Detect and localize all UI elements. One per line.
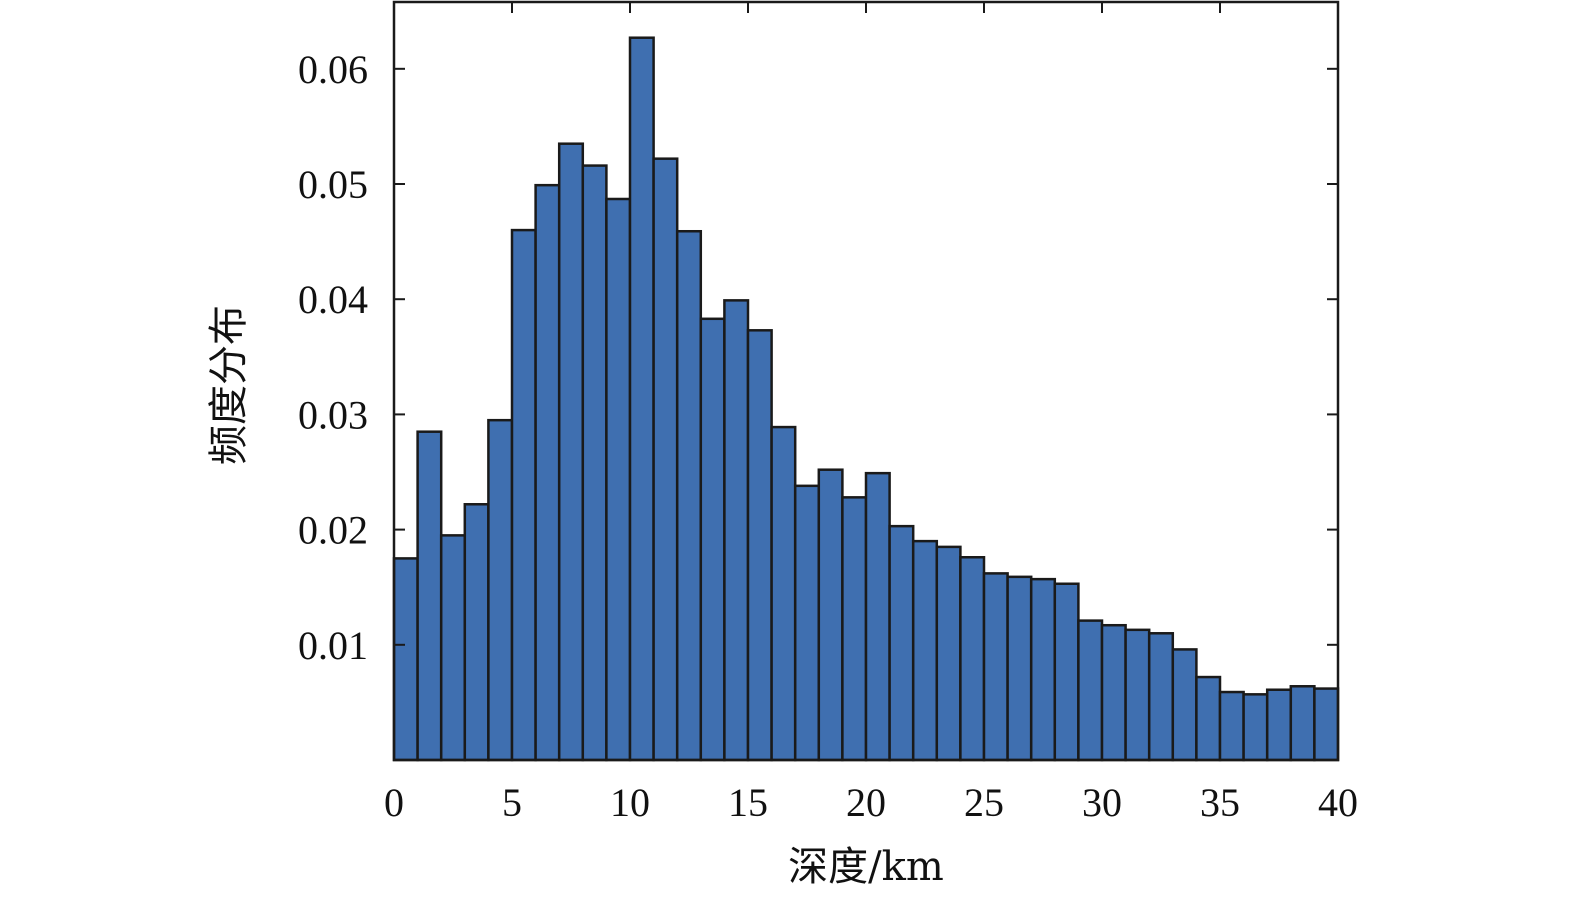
histogram-bar	[605, 197, 632, 762]
x-tick-label: 10	[610, 780, 650, 825]
x-tick-label: 5	[502, 780, 522, 825]
histogram-bar	[770, 425, 797, 762]
histogram-bar	[911, 539, 939, 762]
histogram-bar	[510, 228, 537, 762]
x-tick-label: 25	[964, 780, 1004, 825]
x-tick-label: 40	[1318, 780, 1358, 825]
y-tick-label: 0.05	[298, 162, 368, 207]
y-axis-label: 频度分布	[206, 305, 252, 465]
histogram-bar	[1289, 685, 1316, 762]
axis-tick-labels: 0 5 10 15 20 25 30 35 40 0.01 0.02 0.03 0.04 0.05 0.06	[298, 47, 1358, 825]
histogram-bar	[557, 142, 585, 762]
histogram-bar	[463, 503, 490, 762]
histogram-bar	[1053, 582, 1080, 762]
histogram-bar	[581, 164, 608, 762]
y-tick-label: 0.02	[298, 508, 368, 553]
x-tick-label: 15	[728, 780, 768, 825]
y-tick-label: 0.03	[298, 392, 368, 437]
histogram-bar	[1313, 687, 1340, 762]
histogram-bar	[959, 556, 986, 762]
histogram-bar	[1218, 690, 1245, 762]
histogram-bar	[864, 471, 891, 762]
x-axis-label: 深度/km	[788, 844, 944, 890]
histogram-bar	[1006, 575, 1033, 762]
x-tick-label: 20	[846, 780, 886, 825]
histogram-bar	[746, 329, 773, 762]
histogram-bar	[392, 557, 419, 762]
y-tick-label: 0.04	[298, 277, 368, 322]
histogram-bar	[1147, 632, 1175, 762]
histogram-bar	[416, 430, 443, 762]
histogram-bar	[723, 299, 750, 762]
y-tick-label: 0.06	[298, 47, 368, 92]
y-tick-label: 0.01	[298, 623, 368, 668]
x-tick-label: 30	[1082, 780, 1122, 825]
axis-ticks	[393, 2, 1339, 760]
histogram-bar	[1029, 577, 1057, 762]
histogram-bar	[675, 229, 703, 762]
histogram-bar	[1195, 675, 1222, 762]
histogram-bar	[1242, 693, 1269, 762]
x-tick-label: 0	[384, 780, 404, 825]
histogram-bar	[1265, 688, 1293, 762]
histogram-bar	[1077, 619, 1104, 762]
histogram-bar	[699, 317, 726, 762]
histogram-bar	[841, 496, 868, 762]
x-tick-label: 35	[1200, 780, 1240, 825]
histogram-bar	[793, 484, 821, 762]
histogram-bar	[1124, 628, 1151, 762]
histogram-bar	[652, 157, 679, 762]
histogram-bar	[439, 534, 467, 762]
histogram-bar	[1100, 623, 1127, 762]
histogram-bars	[392, 36, 1340, 762]
histogram-bar	[628, 36, 655, 762]
histogram-bar	[1171, 648, 1198, 762]
histogram-bar	[935, 545, 962, 762]
histogram-bar	[487, 418, 514, 762]
histogram-bar	[982, 572, 1009, 762]
histogram-bar	[888, 524, 915, 762]
histogram-bar	[534, 183, 561, 762]
histogram-bar	[817, 468, 844, 762]
